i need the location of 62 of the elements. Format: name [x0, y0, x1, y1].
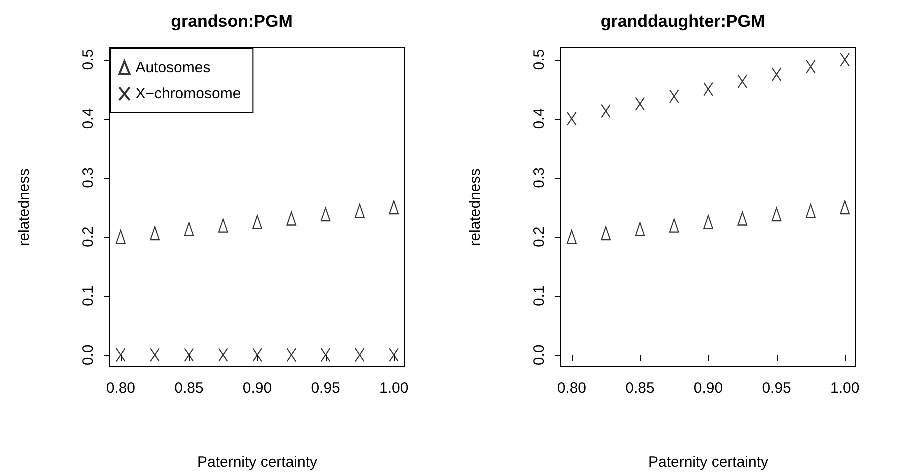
legend-label: X−chromosome: [136, 86, 242, 102]
point: [286, 348, 297, 362]
y-tick-label: 0.2: [80, 226, 97, 248]
x-tick-label: 0.85: [626, 380, 655, 397]
y-tick-label: 0.0: [531, 344, 548, 366]
point: [116, 348, 126, 362]
point: [354, 204, 365, 218]
point: [840, 200, 850, 215]
y-tick-label: 0.1: [531, 286, 548, 307]
point: [601, 104, 612, 118]
point: [806, 60, 816, 74]
point: [354, 348, 365, 362]
point: [150, 226, 160, 241]
point: [566, 112, 577, 126]
point: [320, 348, 331, 362]
y-tick-label: 0.5: [80, 49, 97, 70]
y-tick-label: 0.4: [531, 108, 548, 130]
x-tick-label: 0.90: [694, 380, 724, 397]
point: [601, 226, 612, 241]
x-tick-label: 0.95: [311, 380, 340, 397]
point: [320, 208, 331, 222]
point: [389, 200, 400, 215]
y-tick-label: 0.5: [531, 49, 548, 70]
point: [669, 89, 680, 104]
point: [635, 222, 646, 236]
point: [738, 74, 748, 89]
point: [566, 230, 577, 244]
chart-title: grandson:PGM: [171, 12, 293, 31]
point: [218, 348, 228, 362]
x-tick-label: 0.90: [242, 380, 272, 397]
x-tick-label: 0.95: [762, 380, 792, 397]
x-tick-label: 0.85: [174, 380, 204, 397]
y-axis-title: relatedness: [467, 168, 484, 246]
x-tick-label: 0.80: [557, 380, 587, 397]
y-tick-label: 0.2: [531, 226, 548, 248]
x-tick-label: 1.00: [379, 380, 409, 397]
point: [184, 222, 194, 236]
point: [286, 212, 297, 226]
y-tick-label: 0.3: [531, 168, 548, 188]
point: [218, 218, 228, 233]
point: [840, 52, 850, 67]
legend-label: Autosomes: [136, 60, 211, 76]
y-tick-label: 0.3: [80, 168, 97, 188]
point: [738, 212, 748, 226]
x-tick-label: 0.80: [106, 380, 136, 397]
y-axis-title: relatedness: [16, 168, 33, 246]
y-tick-label: 0.4: [80, 108, 97, 130]
x-axis-title: Paternity certainty: [648, 454, 770, 471]
point: [669, 218, 680, 233]
point: [389, 348, 400, 362]
point: [635, 97, 646, 112]
point: [772, 208, 782, 222]
y-tick-label: 0.0: [80, 344, 97, 366]
point: [116, 230, 126, 244]
point: [150, 348, 160, 362]
point: [184, 348, 194, 362]
y-tick-label: 0.1: [80, 286, 97, 307]
point: [772, 68, 782, 82]
x-axis-title: Paternity certainty: [197, 454, 318, 471]
point: [806, 204, 816, 218]
chart-title: granddaughter:PGM: [600, 12, 766, 31]
x-tick-label: 1.00: [830, 380, 860, 397]
